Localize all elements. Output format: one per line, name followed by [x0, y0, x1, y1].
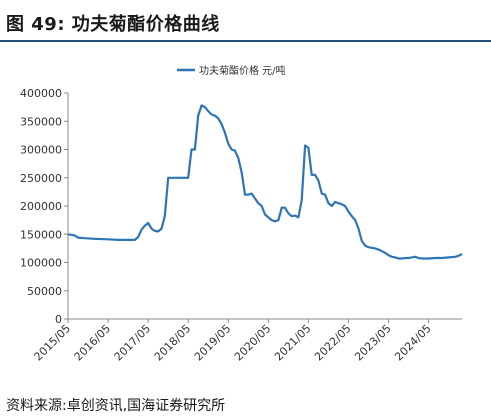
y-tick-label: 350000 [20, 115, 62, 128]
clipped-header-text [0, 0, 491, 6]
x-tick-label: 2023/05 [352, 322, 394, 364]
x-tick-label: 2015/05 [32, 322, 74, 364]
x-tick-label: 2019/05 [192, 322, 234, 364]
figure-label: 图 49: [6, 14, 66, 35]
y-tick-label: 0 [55, 313, 62, 326]
y-axis-ticks: 0 50000 100000 150000 200000 250000 300000 3500… [20, 87, 68, 326]
legend-label: 功夫菊酯价格 元/吨 [199, 64, 286, 77]
series-line-kungfu-cyhalothrin-price [67, 104, 463, 260]
x-tick-label: 2022/05 [312, 322, 354, 364]
y-tick-label: 100000 [20, 257, 62, 270]
y-tick-label: 150000 [20, 228, 62, 241]
figure-title: 图 49: 功夫菊酯价格曲线 [6, 10, 220, 36]
y-tick-label: 200000 [20, 200, 62, 213]
y-tick-label: 400000 [20, 87, 62, 100]
y-tick-label: 300000 [20, 144, 62, 157]
source-note: 资料来源:卓创资讯,国海证券研究所 [6, 398, 226, 414]
title-divider [0, 40, 491, 42]
x-tick-label: 2024/05 [392, 322, 434, 364]
x-tick-label: 2017/05 [112, 322, 154, 364]
plot-area [67, 104, 463, 260]
x-axis-ticks: 2015/052016/052017/052018/052019/052020/… [32, 319, 434, 363]
y-tick-label: 250000 [20, 172, 62, 185]
chart-legend: 功夫菊酯价格 元/吨 [177, 64, 286, 77]
price-line-chart: 功夫菊酯价格 元/吨 0 50000 100000 150000 200000 25000… [20, 64, 463, 363]
chart-axes [67, 93, 462, 320]
x-tick-label: 2016/05 [72, 322, 114, 364]
y-tick-label: 50000 [27, 285, 62, 298]
x-tick-label: 2020/05 [232, 322, 274, 364]
figure-title-text: 功夫菊酯价格曲线 [71, 14, 220, 35]
x-tick-label: 2021/05 [272, 322, 314, 364]
x-tick-label: 2018/05 [152, 322, 194, 364]
